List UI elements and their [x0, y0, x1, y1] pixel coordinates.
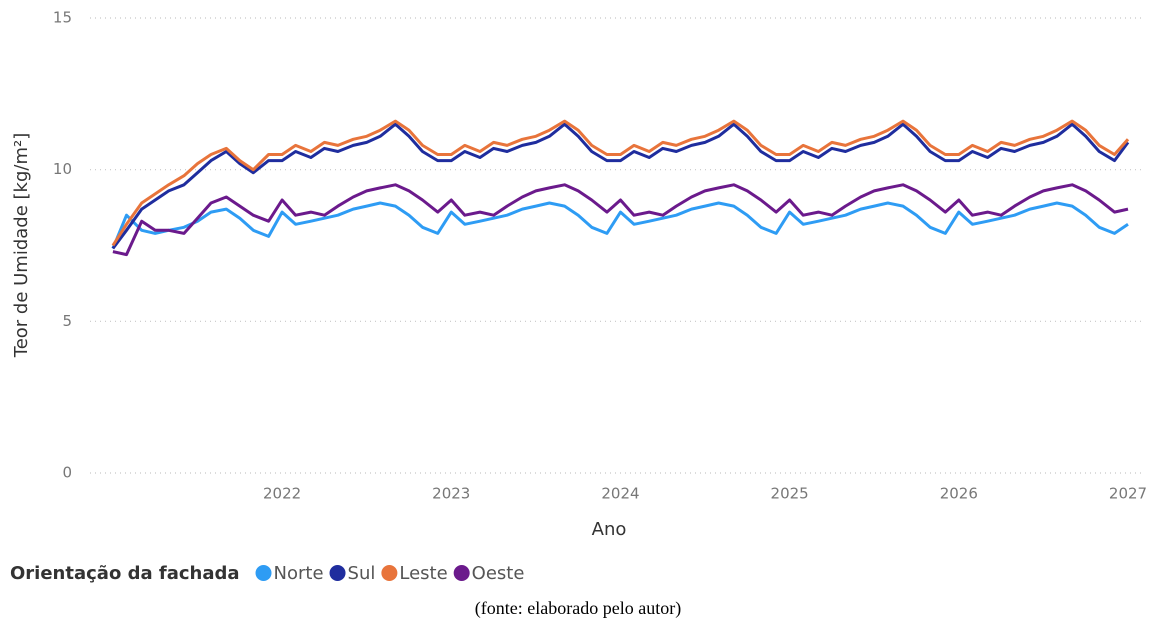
- caption: (fonte: elaborado pelo autor): [475, 598, 681, 619]
- legend-label: Oeste: [472, 563, 525, 584]
- legend-marker: [329, 565, 346, 581]
- legend-marker: [381, 565, 398, 581]
- y-tick-label: 5: [62, 312, 72, 330]
- y-tick-label: 15: [53, 9, 72, 27]
- x-tick-label: 2027: [1109, 485, 1147, 503]
- series-line: [111, 122, 1130, 250]
- legend-title: Orientação da fachada: [10, 563, 240, 584]
- x-tick-label: 2023: [432, 485, 470, 503]
- legend-label: Leste: [399, 563, 447, 584]
- legend-label: Norte: [274, 563, 324, 584]
- legend-marker: [453, 565, 470, 581]
- x-tick-label: 2026: [940, 485, 978, 503]
- x-tick-label: 2024: [601, 485, 639, 503]
- x-axis-label: Ano: [592, 519, 627, 540]
- series-line: [111, 119, 1130, 247]
- legend-marker: [255, 565, 272, 581]
- x-tick-label: 2025: [771, 485, 809, 503]
- y-axis-label: Teor de Umidade [kg/m²]: [11, 133, 32, 358]
- legend-label: Sul: [348, 563, 376, 584]
- series-line: [111, 201, 1129, 250]
- y-tick-label: 0: [62, 464, 72, 482]
- series-line: [112, 183, 1129, 257]
- x-tick-label: 2022: [263, 485, 301, 503]
- y-tick-label: 10: [53, 160, 72, 178]
